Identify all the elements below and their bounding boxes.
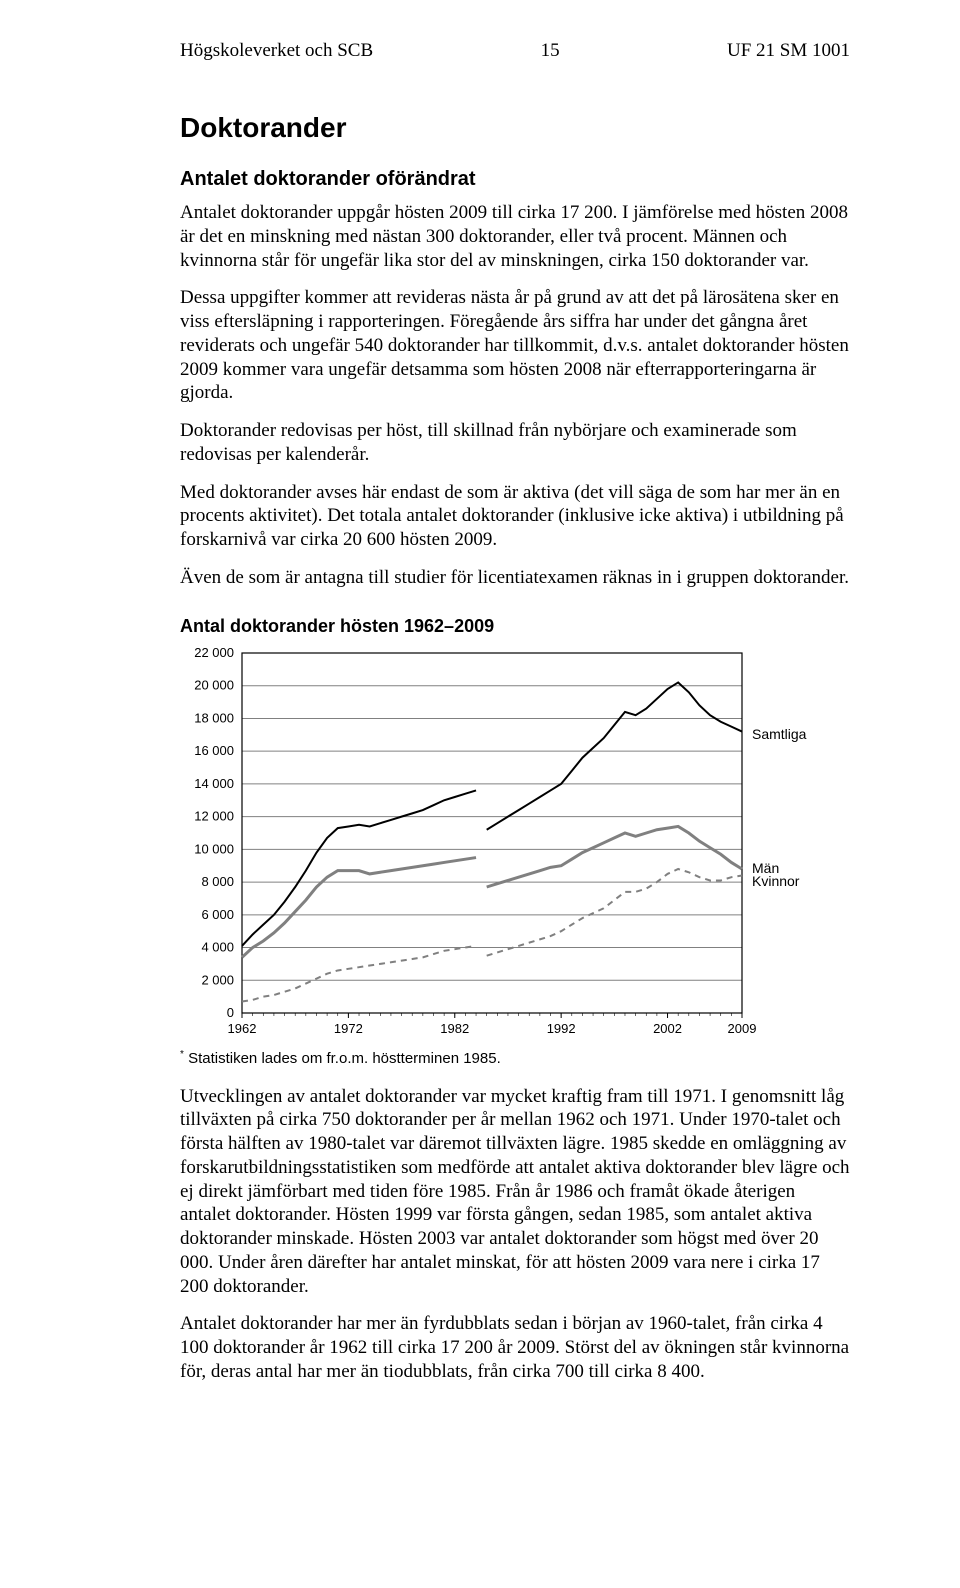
paragraph-3: Doktorander redovisas per höst, till ski… bbox=[180, 419, 850, 467]
paragraph-5: Även de som är antagna till studier för … bbox=[180, 566, 850, 590]
paragraph-1: Antalet doktorander uppgår hösten 2009 t… bbox=[180, 201, 850, 272]
svg-text:0: 0 bbox=[227, 1005, 234, 1020]
chart-svg: 0 2 000 4 000 6 000 8 000 10 000 12 000 14 000 1… bbox=[180, 643, 840, 1043]
svg-text:Samtliga: Samtliga bbox=[752, 725, 807, 741]
svg-text:1982: 1982 bbox=[440, 1021, 469, 1036]
svg-text:2 000: 2 000 bbox=[201, 972, 234, 987]
svg-text:6 000: 6 000 bbox=[201, 906, 234, 921]
doktorander-chart: 0 2 000 4 000 6 000 8 000 10 000 12 000 14 000 1… bbox=[180, 643, 840, 1043]
footnote-text: Statistiken lades om fr.o.m. hösttermine… bbox=[188, 1050, 501, 1067]
header-center: 15 bbox=[541, 40, 560, 62]
paragraph-7: Antalet doktorander har mer än fyrdubbla… bbox=[180, 1312, 850, 1383]
svg-text:1972: 1972 bbox=[334, 1021, 363, 1036]
paragraph-6: Utvecklingen av antalet doktorander var … bbox=[180, 1085, 850, 1299]
svg-text:1962: 1962 bbox=[228, 1021, 257, 1036]
svg-text:1992: 1992 bbox=[547, 1021, 576, 1036]
svg-text:20 000: 20 000 bbox=[194, 677, 234, 692]
chart-footnote: * Statistiken lades om fr.o.m. hösttermi… bbox=[180, 1049, 850, 1067]
svg-text:14 000: 14 000 bbox=[194, 775, 234, 790]
svg-text:Kvinnor: Kvinnor bbox=[752, 873, 800, 889]
svg-text:2002: 2002 bbox=[653, 1021, 682, 1036]
page-header: Högskoleverket och SCB 15 UF 21 SM 1001 bbox=[180, 40, 850, 62]
header-left: Högskoleverket och SCB bbox=[180, 40, 373, 62]
svg-text:16 000: 16 000 bbox=[194, 743, 234, 758]
sub-title: Antalet doktorander oförändrat bbox=[180, 168, 850, 191]
paragraph-4: Med doktorander avses här endast de som … bbox=[180, 481, 850, 552]
svg-text:10 000: 10 000 bbox=[194, 841, 234, 856]
header-right: UF 21 SM 1001 bbox=[727, 40, 850, 62]
svg-text:8 000: 8 000 bbox=[201, 874, 234, 889]
svg-text:18 000: 18 000 bbox=[194, 710, 234, 725]
svg-text:4 000: 4 000 bbox=[201, 939, 234, 954]
chart-title: Antal doktorander hösten 1962–2009 bbox=[180, 616, 850, 637]
section-title: Doktorander bbox=[180, 112, 850, 144]
svg-text:22 000: 22 000 bbox=[194, 645, 234, 660]
paragraph-2: Dessa uppgifter kommer att revideras näs… bbox=[180, 286, 850, 405]
svg-text:2009: 2009 bbox=[728, 1021, 757, 1036]
svg-text:12 000: 12 000 bbox=[194, 808, 234, 823]
